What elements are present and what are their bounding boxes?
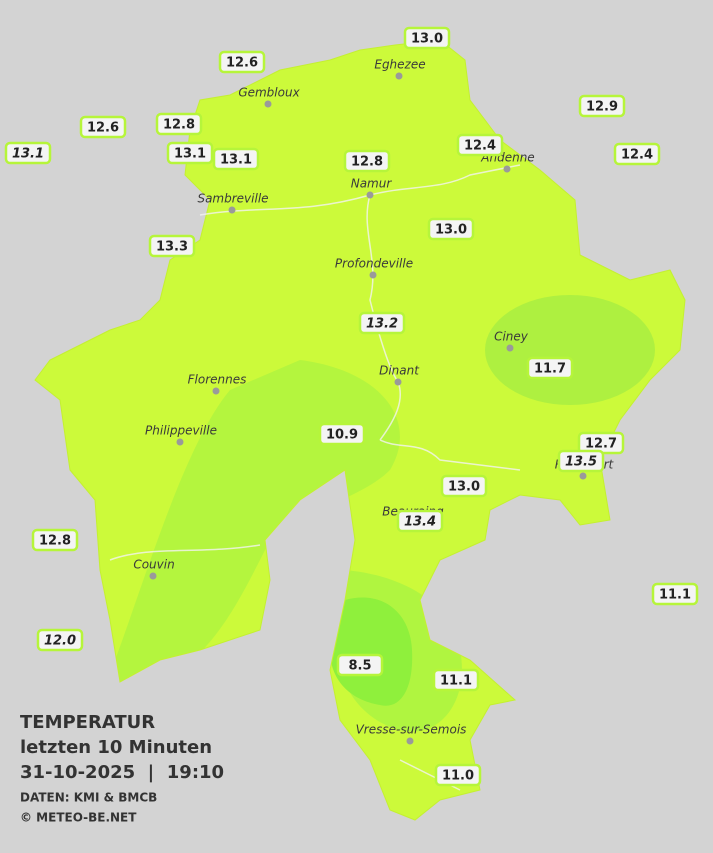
station-box — [427, 217, 475, 241]
city-label: Couvin — [133, 558, 174, 572]
station-box — [557, 449, 605, 473]
stations: 13.0 12.6 12.9 12.6 12.8 13.1 13.1 13.1 12.8 12.4… — [4, 26, 699, 787]
station-box — [212, 147, 260, 171]
city-label: Philippeville — [145, 424, 217, 438]
city-label: Profondeville — [335, 257, 413, 271]
city-dot — [212, 387, 220, 395]
city-label: Gembloux — [238, 86, 300, 100]
station-value: 12.6 — [87, 121, 119, 136]
city-label: Sambreville — [197, 192, 268, 206]
station-box — [79, 115, 127, 139]
station-value: 12.9 — [586, 100, 618, 115]
station-value: 12.8 — [351, 155, 383, 170]
subtitle: letzten 10 Minuten — [20, 737, 212, 758]
datetime: 31-10-2025 | 19:10 — [20, 762, 224, 783]
station-box — [403, 26, 451, 50]
city-dot — [228, 206, 236, 214]
city-label: Florennes — [188, 373, 247, 387]
city-label: Vresse-sur-Semois — [356, 723, 467, 737]
city-dot — [394, 378, 402, 386]
station-box — [4, 141, 52, 165]
station-value: 12.8 — [39, 534, 71, 549]
cities: EghezeeGemblouxAndenneNamurSambrevillePr… — [133, 58, 615, 745]
city-label: Ciney — [494, 330, 529, 344]
station-value: 13.1 — [174, 147, 206, 162]
station-box — [36, 628, 84, 652]
city-dot — [503, 165, 511, 173]
city-label: Eghezee — [374, 58, 425, 72]
station-value: 13.1 — [12, 147, 44, 162]
station-box — [318, 422, 366, 446]
title: TEMPERATUR — [20, 712, 155, 733]
station-box — [526, 356, 574, 380]
station-box — [396, 509, 444, 533]
station-value: 11.0 — [442, 769, 474, 784]
city-dot — [406, 737, 414, 745]
station-value: 12.0 — [44, 634, 76, 649]
station-value: 13.4 — [404, 515, 436, 530]
station-box — [358, 311, 406, 335]
station-box — [155, 112, 203, 136]
city-dot — [176, 438, 184, 446]
station-value: 13.2 — [366, 317, 398, 332]
city-label: Dinant — [379, 364, 420, 378]
station-value: 13.3 — [156, 240, 188, 255]
station-value: 12.4 — [621, 148, 653, 163]
city-dot — [395, 72, 403, 80]
station-value: 13.0 — [411, 32, 443, 47]
station-box — [31, 528, 79, 552]
station-box — [336, 653, 384, 677]
station-value: 10.9 — [326, 428, 358, 443]
station-value: 13.0 — [448, 480, 480, 495]
zone-cool — [485, 295, 655, 405]
station-box — [343, 149, 391, 173]
source: DATEN: KMI & BMCB — [20, 791, 157, 805]
station-value: 13.0 — [435, 223, 467, 238]
city-dot — [369, 271, 377, 279]
station-value: 12.4 — [464, 139, 496, 154]
city-dot — [506, 344, 514, 352]
station-box — [148, 234, 196, 258]
station-box — [456, 133, 504, 157]
city-dot — [149, 572, 157, 580]
station-value: 12.6 — [226, 56, 258, 71]
station-box — [651, 582, 699, 606]
station-value: 11.7 — [534, 362, 566, 377]
city-label: Namur — [351, 177, 393, 191]
station-box — [440, 474, 488, 498]
station-value: 13.5 — [565, 455, 597, 470]
station-value: 12.8 — [163, 118, 195, 133]
zone-cold — [330, 597, 413, 706]
credit: © METEO-BE.NET — [20, 811, 137, 825]
station-box — [166, 141, 214, 165]
station-box — [218, 50, 266, 74]
station-value: 12.7 — [585, 437, 617, 452]
station-box — [613, 142, 661, 166]
station-value: 11.1 — [659, 588, 691, 603]
station-value: 11.1 — [440, 674, 472, 689]
city-dot — [579, 472, 587, 480]
station-box — [432, 668, 480, 692]
city-dot — [264, 100, 272, 108]
station-box — [434, 763, 482, 787]
station-value: 13.1 — [220, 153, 252, 168]
station-box — [578, 94, 626, 118]
city-dot — [366, 191, 374, 199]
station-value: 8.5 — [348, 659, 371, 674]
